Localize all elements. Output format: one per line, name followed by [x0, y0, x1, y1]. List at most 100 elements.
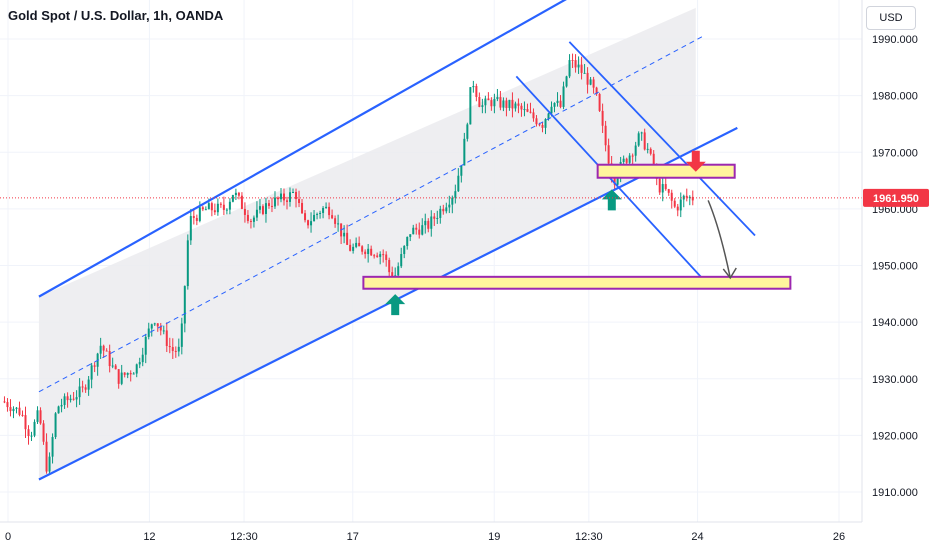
candle-body [382, 254, 385, 256]
candle-body [568, 60, 571, 77]
candle-body [388, 259, 391, 273]
candle-body [108, 351, 111, 367]
candle-body [646, 148, 649, 150]
candle-body [9, 407, 12, 412]
candle-body [643, 132, 646, 150]
candle-body [601, 110, 604, 126]
candle-body [258, 206, 261, 210]
candle-body [562, 86, 565, 107]
candle-body [517, 103, 520, 106]
candle-body [307, 220, 310, 226]
candle-body [150, 324, 153, 329]
candle-body [565, 76, 568, 87]
candle-body [397, 266, 400, 276]
candle-body [631, 155, 634, 157]
arrow-up-icon [385, 294, 406, 316]
candle-body [514, 103, 517, 109]
candle-body [484, 98, 487, 106]
candle-body [228, 201, 231, 210]
candle-body [361, 246, 364, 252]
candle-body [421, 225, 424, 235]
candle-body [27, 429, 30, 437]
candle-body [652, 153, 655, 171]
candle-body [415, 227, 418, 230]
candle-body [162, 330, 165, 332]
currency-button[interactable]: USD [866, 6, 916, 30]
projection-path [707, 200, 731, 279]
candle-body [676, 206, 679, 211]
candle-body [688, 196, 691, 198]
candle-body [129, 373, 132, 375]
candle-body [81, 386, 84, 388]
candle-body [574, 60, 577, 68]
candle-body [457, 175, 460, 192]
candle-body [346, 232, 349, 245]
candle-body [72, 398, 75, 400]
candle-body [117, 369, 120, 384]
x-tick-label: 12:30 [575, 531, 603, 543]
channel-upper-line [38, 0, 567, 298]
candle-body [475, 86, 478, 97]
candle-body [628, 155, 631, 163]
arrow-down-icon [685, 150, 706, 172]
candle-body [604, 125, 607, 146]
candle-body [586, 72, 589, 85]
candle-body [249, 220, 252, 222]
candle-body [559, 100, 562, 107]
candle-body [3, 401, 6, 403]
candle-body [544, 119, 547, 128]
candle-body [481, 105, 484, 107]
candle-body [222, 204, 225, 210]
candle-body [111, 365, 114, 367]
candle-body [511, 99, 514, 109]
candle-body [267, 203, 270, 206]
candle-body [607, 145, 610, 164]
candle-body [553, 102, 556, 107]
candle-body [219, 203, 222, 205]
candle-body [135, 364, 138, 374]
current-price-badge [863, 188, 929, 207]
candle-body [670, 192, 673, 201]
candle-body [400, 254, 403, 267]
candle-body [207, 203, 210, 210]
candle-body [243, 208, 246, 215]
candle-body [442, 208, 445, 212]
candle-body [114, 365, 117, 370]
x-tick-label: 12:30 [230, 531, 258, 543]
candle-body [105, 350, 108, 352]
candle-body [355, 242, 358, 247]
candle-body [448, 204, 451, 208]
candle-body [490, 100, 493, 107]
candle-body [505, 100, 508, 108]
candle-body [18, 407, 21, 415]
candle-body [433, 216, 436, 219]
candle-body [322, 208, 325, 213]
candle-body [523, 109, 526, 111]
candle-body [418, 229, 421, 235]
candle-body [529, 111, 532, 113]
candle-body [6, 402, 9, 408]
candle-body [466, 124, 469, 139]
candle-body [78, 386, 81, 398]
falling-channel-upper-line [568, 41, 756, 237]
current-price-label: 1961.950 [873, 193, 919, 205]
candle-body [48, 456, 51, 472]
candle-body [156, 323, 159, 327]
candle-body [385, 254, 388, 260]
candle-body [463, 138, 466, 166]
candle-body [313, 214, 316, 222]
candle-body [352, 246, 355, 251]
x-tick-label: 17 [347, 531, 359, 543]
candle-body [165, 330, 168, 346]
candle-body [36, 410, 39, 422]
candle-body [90, 365, 93, 380]
candle-body [310, 221, 313, 226]
candle-body [57, 406, 60, 414]
candle-body [412, 227, 415, 235]
candle-body [138, 362, 141, 365]
candle-body [616, 177, 619, 185]
candle-body [445, 207, 448, 212]
x-tick-label: 19 [488, 531, 500, 543]
candle-body [60, 404, 63, 407]
